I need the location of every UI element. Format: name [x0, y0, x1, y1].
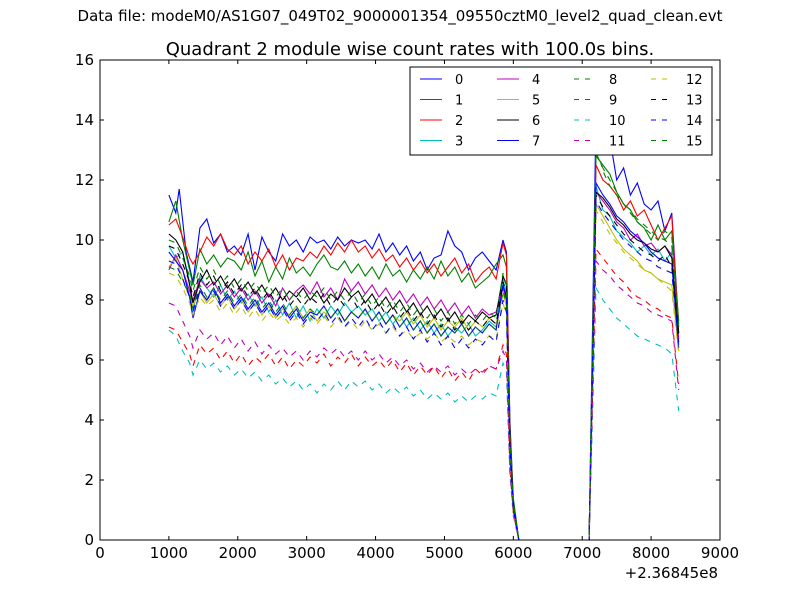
x-tick-label: 5000 — [425, 544, 463, 562]
legend-box — [409, 66, 713, 156]
legend-label-13: 13 — [686, 94, 703, 109]
series-line-2 — [168, 164, 680, 541]
y-tick-label: 2 — [84, 471, 94, 489]
legend-label-3: 3 — [455, 135, 463, 150]
series-line-12 — [168, 208, 680, 541]
x-tick-label: 4000 — [356, 544, 394, 562]
x-tick-label: 7000 — [563, 544, 601, 562]
legend-label-1: 1 — [455, 94, 463, 109]
legend-label-2: 2 — [455, 114, 463, 129]
series-line-1 — [168, 154, 680, 541]
legend-label-0: 0 — [455, 73, 463, 88]
y-tick-label: 6 — [84, 351, 94, 369]
x-tick-label: 3000 — [288, 544, 326, 562]
y-tick-label: 8 — [84, 291, 94, 309]
legend-label-7: 7 — [532, 135, 540, 150]
series-layer — [168, 111, 680, 541]
chart-title: Quadrant 2 module wise count rates with … — [166, 39, 655, 60]
series-line-6 — [168, 190, 680, 541]
axis-ticks: 0 1000 2000 3000 4000 5000 6000 7000 8000 9000 0 2 4… — [75, 51, 739, 562]
series-line-5 — [168, 202, 680, 541]
y-tick-label: 10 — [75, 231, 94, 249]
x-tick-label: 0 — [95, 544, 105, 562]
series-line-13 — [168, 193, 680, 541]
x-axis-offset-label: +2.36845e8 — [625, 564, 718, 582]
series-line-3 — [168, 185, 680, 541]
x-tick-label: 1000 — [150, 544, 188, 562]
x-tick-label: 2000 — [219, 544, 257, 562]
series-line-4 — [168, 190, 680, 541]
legend-label-5: 5 — [532, 94, 540, 109]
x-tick-label: 6000 — [494, 544, 532, 562]
legend-label-8: 8 — [609, 73, 617, 88]
legend-label-14: 14 — [686, 114, 703, 129]
legend-label-9: 9 — [609, 94, 617, 109]
series-line-8 — [168, 143, 680, 541]
series-line-11 — [168, 259, 680, 541]
y-tick-label: 12 — [75, 171, 94, 189]
legend-label-15: 15 — [686, 135, 703, 150]
legend-label-4: 4 — [532, 73, 540, 88]
legend-label-6: 6 — [532, 114, 540, 129]
data-file-supertitle: Data file: modeM0/AS1G07_049T02_90000013… — [77, 7, 723, 25]
legend-label-11: 11 — [609, 135, 626, 150]
series-line-15 — [168, 152, 680, 541]
y-tick-label: 0 — [84, 531, 94, 549]
y-tick-label: 14 — [75, 111, 94, 129]
y-tick-label: 4 — [84, 411, 94, 429]
y-tick-label: 16 — [75, 51, 94, 69]
legend-label-12: 12 — [686, 73, 703, 88]
legend-label-10: 10 — [609, 114, 626, 129]
series-line-9 — [168, 247, 680, 541]
x-tick-label: 9000 — [701, 544, 739, 562]
x-tick-label: 8000 — [632, 544, 670, 562]
series-line-10 — [168, 286, 680, 541]
